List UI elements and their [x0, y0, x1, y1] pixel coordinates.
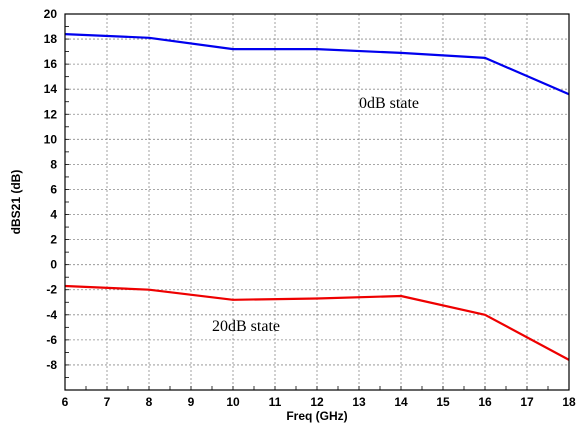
y-tick-label: 8: [50, 157, 57, 171]
y-tick-label: 12: [44, 107, 58, 121]
x-tick-label: 18: [562, 395, 576, 409]
x-tick-label: 9: [188, 395, 195, 409]
y-tick-label: 18: [44, 32, 58, 46]
x-axis-label: Freq (GHz): [286, 409, 347, 423]
x-tick-label: 13: [352, 395, 366, 409]
x-tick-label: 15: [436, 395, 450, 409]
y-tick-label: 2: [50, 233, 57, 247]
y-tick-label: -8: [46, 358, 57, 372]
x-tick-label: 11: [269, 395, 282, 409]
annotation-0db-state: 0dB state: [359, 95, 419, 112]
x-tick-label: 14: [394, 395, 408, 409]
y-tick-label: 6: [50, 182, 57, 196]
x-tick-label: 12: [310, 395, 324, 409]
y-tick-label: 14: [44, 82, 58, 96]
x-tick-label: 8: [146, 395, 153, 409]
y-tick-label: 10: [44, 132, 58, 146]
y-tick-label: 20: [44, 7, 58, 21]
x-tick-label: 17: [520, 395, 534, 409]
annotation-20db-state: 20dB state: [212, 318, 280, 335]
y-tick-label: 4: [50, 208, 57, 222]
x-tick-label: 7: [104, 395, 111, 409]
y-tick-label: 16: [44, 57, 58, 71]
x-tick-label: 10: [226, 395, 240, 409]
y-axis-label: dBS21 (dB): [9, 170, 23, 235]
y-tick-label: -6: [46, 333, 57, 347]
x-tick-label: 16: [478, 395, 492, 409]
y-tick-label: -4: [46, 308, 57, 322]
y-tick-label: 0: [50, 258, 57, 272]
y-tick-label: -2: [46, 283, 57, 297]
x-tick-label: 6: [62, 395, 69, 409]
